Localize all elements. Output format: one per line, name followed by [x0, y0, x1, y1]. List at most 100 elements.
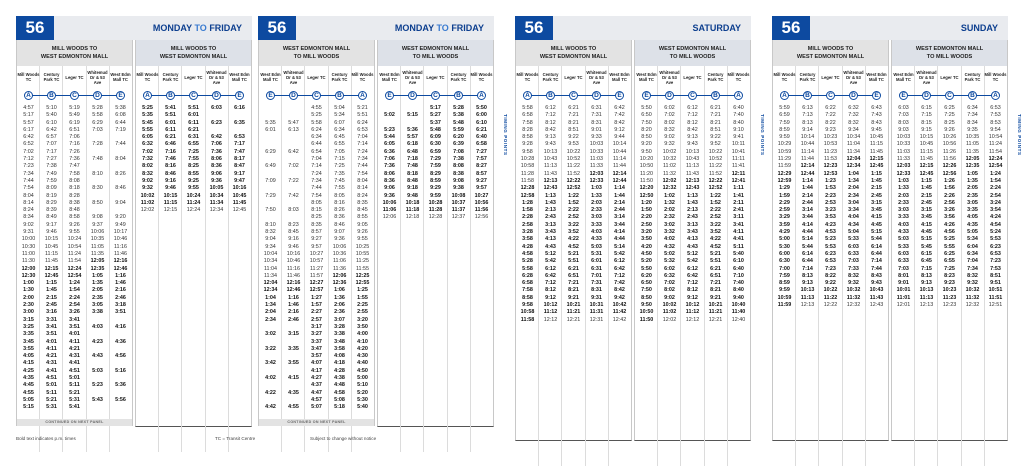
- trip-time: 9:44: [614, 134, 625, 141]
- trip-time: 4:51: [46, 374, 57, 381]
- trip-time: 9:13: [921, 280, 932, 287]
- timing-point-a-icon: A: [477, 90, 486, 100]
- trip-time: 10:50: [639, 163, 654, 170]
- column-divider: [424, 66, 448, 452]
- trip-time: 9:20: [641, 141, 652, 148]
- trip-row: 8:14 8:29 8:38 8:50 9:04: [17, 200, 132, 207]
- trip-time: 10:22: [823, 287, 838, 294]
- trip-row: 10:58 11:13 11:22 11:33 11:44: [516, 163, 631, 170]
- tc-note: TC = Transit Centre: [215, 436, 256, 441]
- trip-row: 2:59 3:14 3:23 3:34 3:45: [773, 207, 888, 214]
- trip-time: 3:11: [733, 214, 744, 221]
- trip-row: 9:03 9:15 9:26 9:35 9:54: [892, 127, 1007, 134]
- trip-time: 8:02: [664, 119, 675, 126]
- trip-time: 12:34: [846, 163, 861, 170]
- trip-time: 7:24: [311, 170, 322, 177]
- trip-time: 5:56: [115, 396, 126, 403]
- direction-heading: WEST EDMONTON MALL TO MILL WOODS: [259, 40, 374, 66]
- trip-time: 5:51: [568, 258, 579, 265]
- trip-time: 8:20: [641, 126, 652, 133]
- trip-time: 9:26: [357, 229, 368, 236]
- trip-time: 6:22: [825, 105, 836, 111]
- trip-time: 11:51: [988, 294, 1003, 301]
- column-divider: [206, 66, 229, 452]
- timing-point-cell: A: [136, 90, 159, 100]
- trip-time: 11:54: [67, 258, 82, 265]
- trip-time: 5:23: [825, 236, 836, 243]
- trip-time: 7:06: [211, 141, 222, 148]
- trip-time: 4:13: [687, 236, 698, 243]
- direction-heading: WEST EDMONTON MALL TO MILL WOODS: [378, 40, 493, 66]
- trip-time: 11:02: [140, 199, 155, 206]
- trip-time: 5:44: [871, 236, 882, 243]
- trip-time: 3:02: [265, 331, 276, 338]
- trip-time: 5:53: [825, 243, 836, 250]
- trip-time: 11:32: [846, 294, 861, 301]
- trip-time: 8:06: [211, 156, 222, 163]
- trip-time: 10:59: [777, 148, 792, 155]
- timing-point-cell: A: [984, 90, 1007, 100]
- trip-time: 8:43: [871, 272, 882, 279]
- trip-row: 9:20 9:32 9:43 9:52 10:11: [635, 141, 750, 148]
- trip-time: 4:42: [265, 404, 276, 411]
- trip-row: 11:20 11:32 11:43 11:52 12:11: [635, 171, 750, 178]
- trip-time: 7:15: [921, 112, 932, 119]
- stop-name: Mill Woods TC: [351, 72, 374, 82]
- trip-time: 4:22: [710, 236, 721, 243]
- column-divider: [87, 66, 110, 452]
- trip-row: 2:33 2:45 2:56 3:05 3:24: [892, 200, 1007, 207]
- stop-name: West Edm Mall TC: [609, 72, 630, 82]
- trip-time: 1:15: [46, 280, 57, 287]
- trip-time: 2:02: [664, 207, 675, 214]
- trip-time: 12:59: [777, 177, 792, 184]
- trip-time: 9:41: [733, 134, 744, 141]
- column-divider: [658, 66, 682, 466]
- trip-row: 5:28 5:42 5:51 6:01 6:12: [516, 258, 631, 265]
- trip-time: 9:22: [710, 134, 721, 141]
- continued-note: CONTINUED ON NEXT PANEL: [17, 419, 132, 426]
- table-content: West Edm Mall TC Whitemud Dr & 53 Ave Lege…: [635, 66, 750, 324]
- trip-time: 5:21: [357, 105, 368, 111]
- trip-time: 7:58: [522, 119, 533, 126]
- stop-name: Leger TC: [307, 74, 326, 80]
- timing-point-cell: A: [773, 90, 796, 100]
- stop-name: Mill Woods TC: [470, 72, 493, 82]
- column-divider: [182, 66, 206, 452]
- trip-row: 3:35 3:51 4:01: [17, 331, 132, 338]
- trip-time: 5:37: [430, 119, 441, 126]
- trip-time: 6:32: [664, 272, 675, 279]
- trip-time: 11:54: [988, 148, 1003, 155]
- trip-row: 11:02 11:15 11:24 11:34 11:45: [136, 200, 251, 207]
- trip-time: 8:10: [92, 170, 103, 177]
- trip-time: 3:51: [115, 309, 126, 316]
- trip-time: 9:58: [522, 302, 533, 309]
- trip-time: 3:55: [23, 345, 34, 352]
- trip-time: [86, 149, 109, 156]
- trip-time: 3:15: [871, 199, 882, 206]
- trip-time: [228, 112, 251, 119]
- trip-row: 10:06 10:18 10:28 10:37 10:56: [378, 200, 493, 207]
- trip-time: 11:28: [428, 207, 443, 214]
- trip-time: 7:06: [69, 134, 80, 141]
- trip-time: 8:50: [641, 134, 652, 141]
- trip-row: 2:28 2:43 2:52 3:03 3:14: [516, 214, 631, 221]
- trip-time: 5:11: [46, 389, 57, 396]
- trip-time: 2:32: [664, 214, 675, 221]
- trip-time: 7:04: [357, 134, 368, 141]
- direction-heading: MILL WOODS TO WEST EDMONTON MALL: [516, 40, 631, 66]
- column-divider: [938, 66, 962, 466]
- trip-time: 8:42: [545, 126, 556, 133]
- trip-time: 10:51: [988, 287, 1003, 294]
- trip-time: 5:01: [46, 382, 57, 389]
- trip-row: 8:59 9:14 9:23 9:34 9:45: [773, 127, 888, 134]
- trip-time: 7:50: [265, 207, 276, 214]
- trip-time: 11:13: [543, 163, 558, 170]
- column-dividers: [892, 66, 1007, 466]
- trip-time: 2:36: [334, 309, 345, 316]
- trip-time: 6:43: [871, 105, 882, 111]
- trip-time: 8:25: [311, 214, 322, 221]
- trip-row: 9:02 9:17 9:26 9:37 9:49: [17, 222, 132, 229]
- column-divider: [892, 66, 916, 466]
- trip-time: 6:55: [188, 141, 199, 148]
- trip-row: 10:50 11:02 11:13 11:22 11:41: [635, 163, 750, 170]
